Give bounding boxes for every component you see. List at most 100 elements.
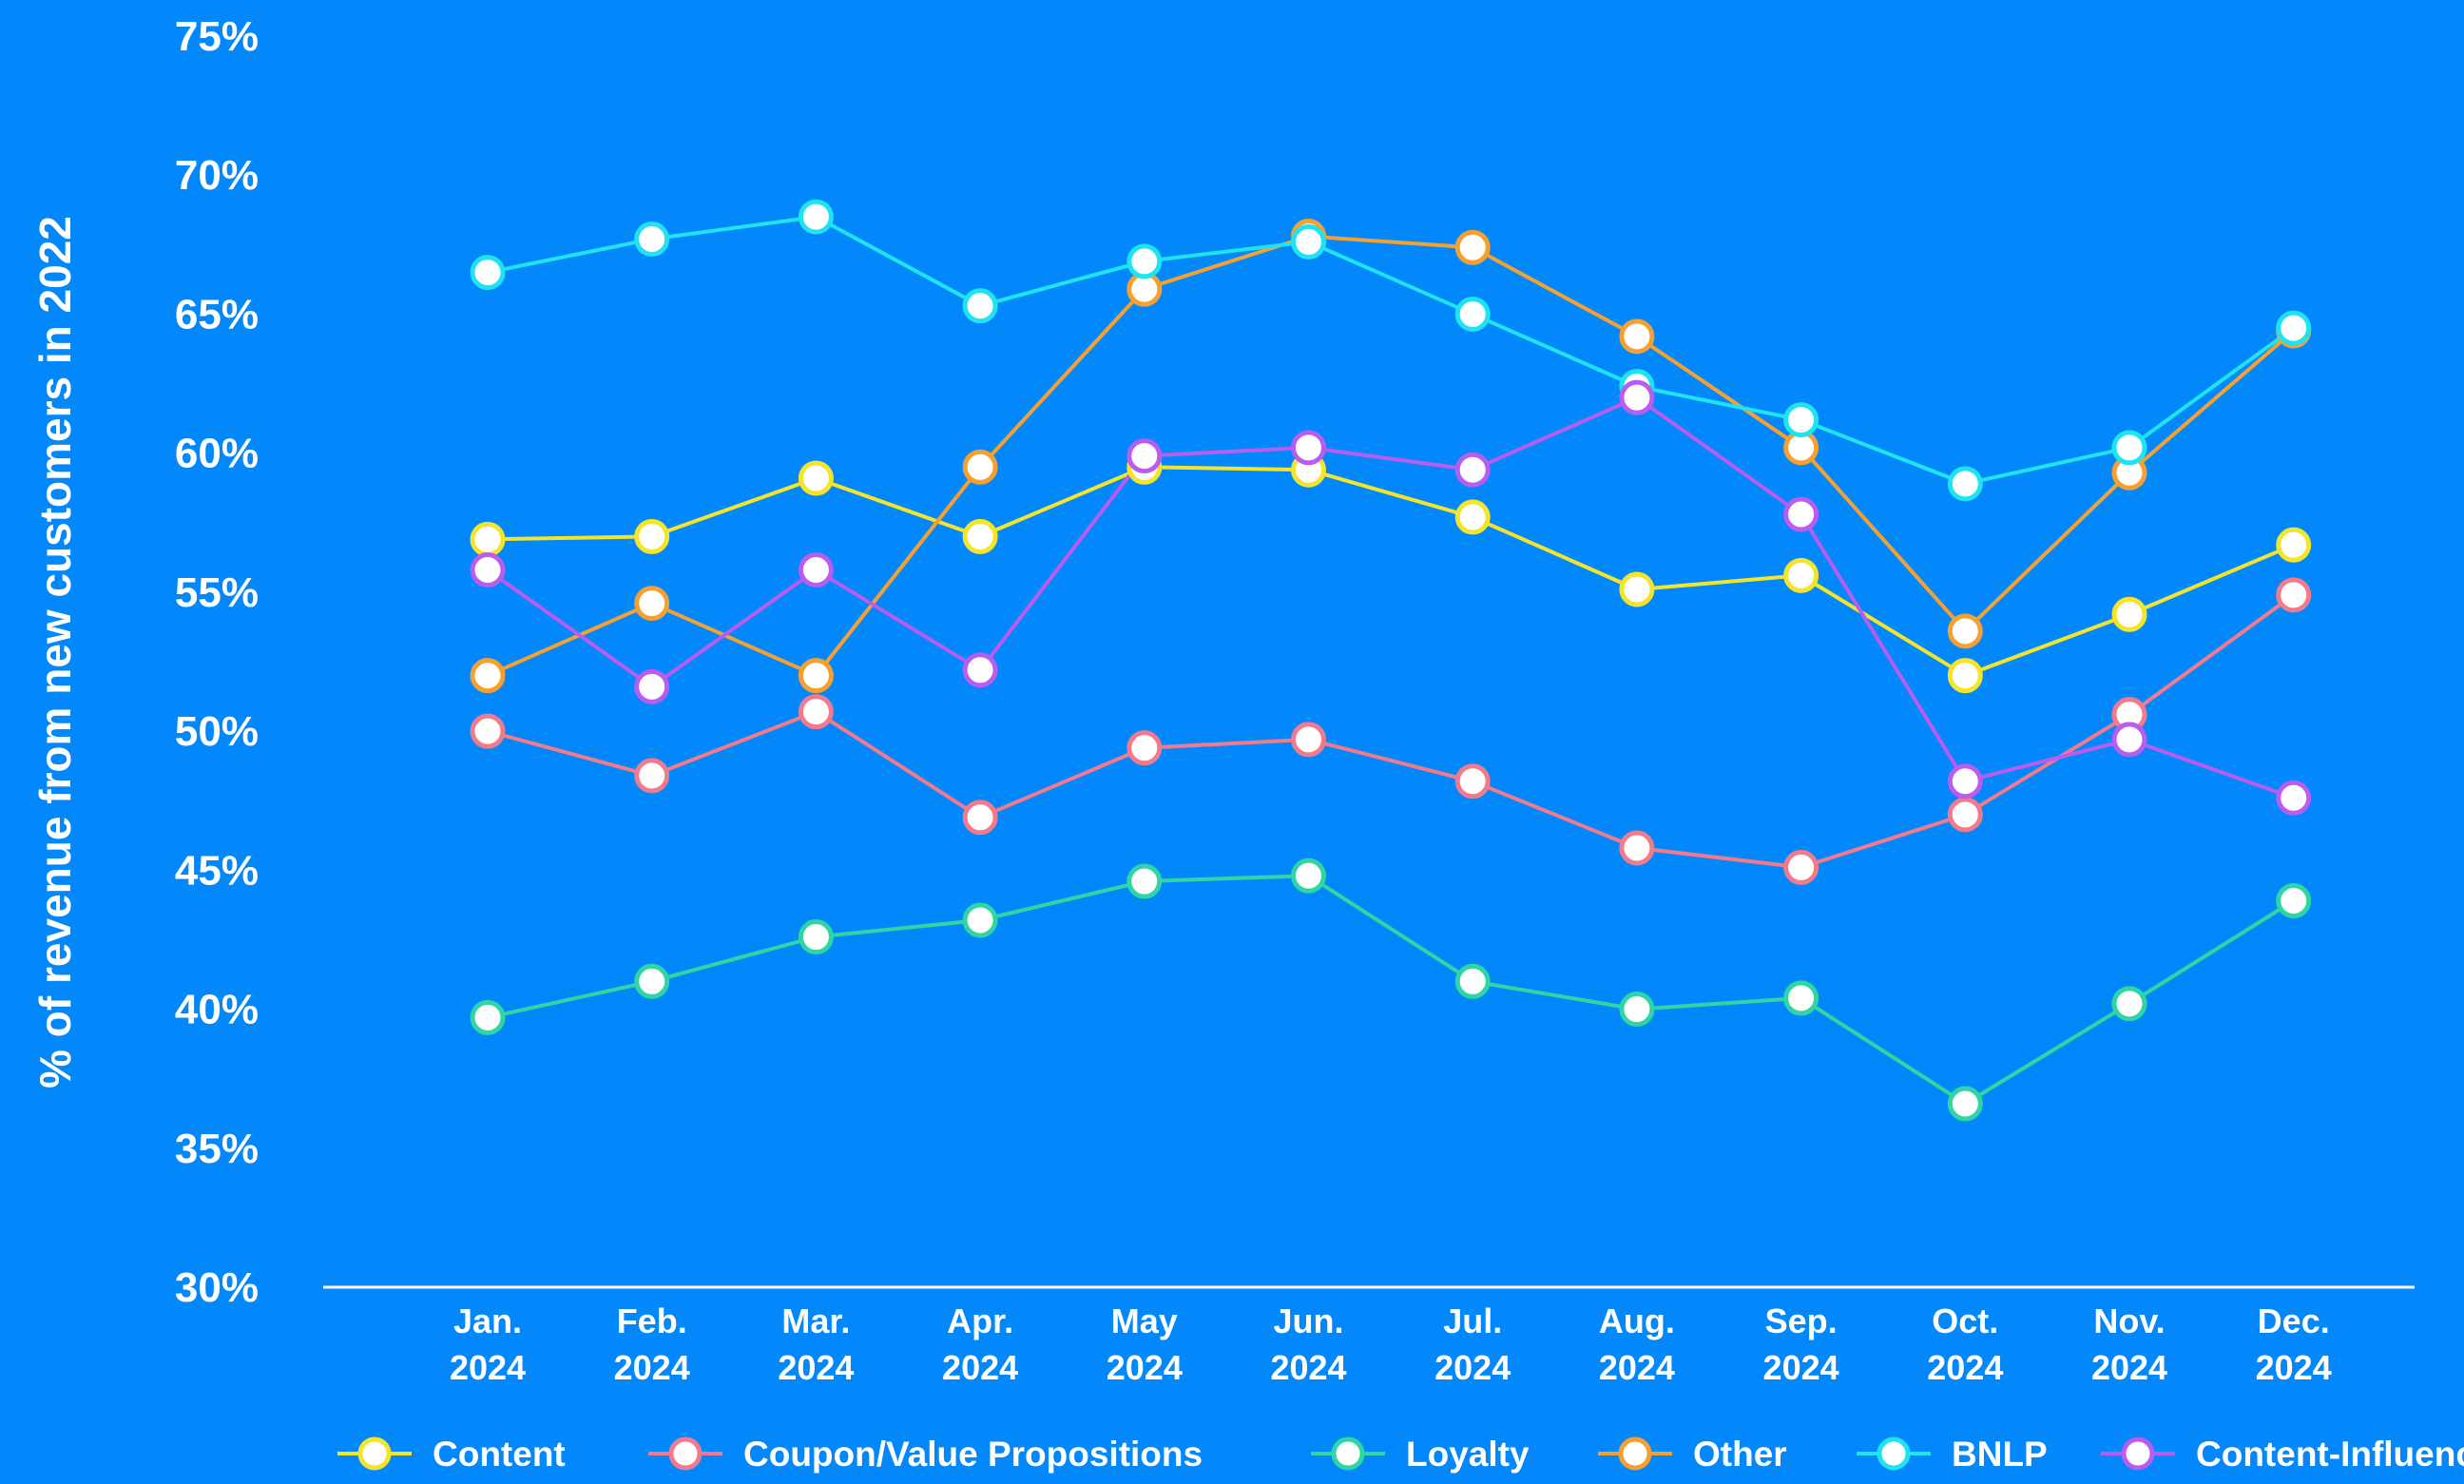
data-point-series-3[interactable] (962, 449, 998, 485)
data-point-series-5[interactable] (470, 551, 506, 588)
data-point-series-4[interactable] (1291, 223, 1326, 260)
legend-swatch-marker (357, 1436, 392, 1471)
y-tick-label: 50% (175, 708, 259, 755)
data-point-series-2[interactable] (634, 963, 670, 999)
series-line-4 (487, 215, 2295, 486)
legend-label: Loyalty (1406, 1435, 1530, 1474)
data-point-series-3[interactable] (1454, 229, 1491, 265)
data-point-series-2[interactable] (470, 999, 506, 1035)
data-point-series-5[interactable] (1454, 452, 1491, 488)
data-point-series-1[interactable] (1126, 730, 1163, 766)
x-tick-label-month: Mar. (781, 1301, 850, 1340)
data-point-series-4[interactable] (2111, 430, 2147, 466)
data-point-series-1[interactable] (634, 758, 670, 794)
data-point-series-5[interactable] (1783, 496, 1819, 532)
data-point-series-3[interactable] (1619, 318, 1655, 355)
series-line-5 (486, 395, 2295, 800)
legend-item[interactable]: Content-Influencer (2101, 1435, 2464, 1474)
data-point-series-4[interactable] (1947, 466, 1983, 502)
x-tick-label-year: 2024 (1270, 1348, 1346, 1387)
x-tick-label-month: Dec. (2258, 1301, 2330, 1340)
data-point-series-0[interactable] (1619, 571, 1655, 607)
y-tick-label: 35% (175, 1126, 259, 1172)
data-point-series-5[interactable] (1126, 438, 1163, 474)
data-point-series-2[interactable] (1454, 963, 1491, 999)
data-point-series-4[interactable] (798, 199, 834, 235)
data-point-series-0[interactable] (962, 518, 998, 554)
data-point-series-2[interactable] (1783, 980, 1819, 1016)
series-line-0 (487, 465, 2295, 678)
data-point-series-5[interactable] (1619, 379, 1655, 415)
data-point-series-0[interactable] (634, 518, 670, 554)
data-point-series-1[interactable] (1291, 722, 1326, 758)
data-point-series-1[interactable] (798, 694, 834, 730)
data-point-series-0[interactable] (470, 521, 506, 557)
data-point-series-1[interactable] (1454, 763, 1491, 800)
data-point-series-4[interactable] (634, 221, 670, 257)
x-tick-label-year: 2024 (2256, 1348, 2332, 1387)
legend-item[interactable]: Coupon/Value Propositions (648, 1435, 1203, 1474)
data-point-series-2[interactable] (1619, 992, 1655, 1028)
data-point-series-2[interactable] (2276, 883, 2312, 919)
y-tick-labels: 75% 70% 65% 60% 55% 50% 45% 40% 35% 30% (175, 13, 259, 1311)
data-point-series-1[interactable] (962, 800, 998, 836)
x-tick-label-year: 2024 (1927, 1348, 2003, 1387)
x-tick-label-year: 2024 (1434, 1348, 1511, 1387)
x-tick-label-month: Jun. (1273, 1301, 1343, 1340)
data-point-series-0[interactable] (1783, 557, 1819, 593)
data-point-series-4[interactable] (1454, 296, 1491, 332)
series-line-1 (487, 593, 2295, 870)
data-point-series-2[interactable] (798, 919, 834, 955)
data-point-series-4[interactable] (1783, 402, 1819, 438)
data-point-series-5[interactable] (1947, 763, 1983, 800)
legend-swatch-marker (1618, 1436, 1652, 1471)
data-point-series-4[interactable] (1126, 243, 1163, 279)
data-point-series-5[interactable] (1291, 430, 1326, 466)
data-point-series-4[interactable] (2276, 310, 2312, 346)
data-point-series-5[interactable] (2111, 722, 2147, 758)
data-point-series-1[interactable] (2276, 577, 2312, 613)
data-point-series-1[interactable] (1783, 849, 1819, 885)
data-point-series-0[interactable] (798, 460, 834, 496)
legend-swatch-marker (1331, 1436, 1365, 1471)
data-point-series-0[interactable] (1947, 658, 1983, 694)
data-point-series-3[interactable] (470, 658, 506, 694)
data-point-series-2[interactable] (2111, 986, 2147, 1022)
data-point-series-2[interactable] (1947, 1086, 1983, 1122)
series-line-2 (487, 874, 2295, 1106)
legend-item[interactable]: Loyalty (1311, 1435, 1530, 1474)
legend-label: Content-Influencer (2196, 1435, 2464, 1474)
x-tick-label-year: 2024 (614, 1348, 690, 1387)
x-tick-label-year: 2024 (1599, 1348, 1675, 1387)
data-point-series-2[interactable] (1291, 858, 1326, 894)
data-point-series-1[interactable] (470, 713, 506, 749)
legend: Content Coupon/Value Propositions Loyalty O… (337, 1435, 2464, 1474)
legend-item[interactable]: Other (1598, 1435, 1787, 1474)
legend-item[interactable]: BNLP (1857, 1435, 2048, 1474)
data-point-series-4[interactable] (962, 288, 998, 324)
data-point-series-3[interactable] (634, 586, 670, 622)
data-point-series-0[interactable] (2276, 527, 2312, 563)
x-tick-label-year: 2024 (2091, 1348, 2167, 1387)
data-point-series-1[interactable] (1947, 797, 1983, 833)
data-point-series-0[interactable] (1454, 499, 1491, 535)
data-point-series-5[interactable] (798, 551, 834, 588)
y-tick-label: 65% (175, 291, 259, 337)
data-point-series-5[interactable] (962, 652, 998, 688)
legend-label: Other (1693, 1435, 1787, 1474)
data-point-series-5[interactable] (2276, 780, 2312, 816)
data-point-series-3[interactable] (1947, 613, 1983, 649)
data-point-series-2[interactable] (1126, 863, 1163, 899)
legend-swatch-marker (2121, 1436, 2155, 1471)
data-point-series-4[interactable] (470, 255, 506, 291)
data-point-series-0[interactable] (2111, 596, 2147, 632)
x-tick-label-month: Sep. (1765, 1301, 1838, 1340)
data-point-series-3[interactable] (798, 658, 834, 694)
data-point-series-2[interactable] (962, 902, 998, 938)
x-tick-label-month: Jan. (453, 1301, 522, 1340)
legend-item[interactable]: Content (337, 1435, 566, 1474)
data-point-series-1[interactable] (1619, 830, 1655, 866)
data-point-series-5[interactable] (634, 668, 670, 704)
series-points (470, 199, 2312, 1122)
